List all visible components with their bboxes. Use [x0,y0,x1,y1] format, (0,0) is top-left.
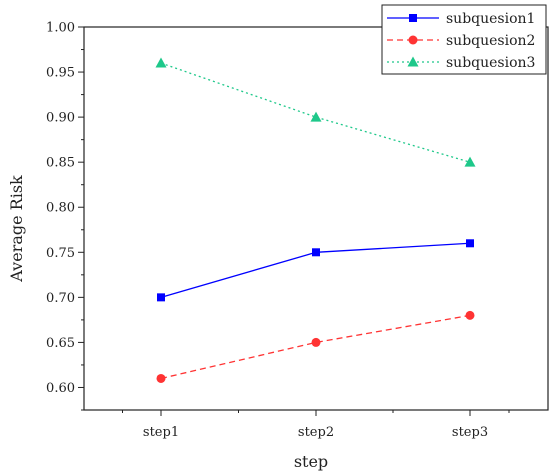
legend-label: subquesion2 [446,33,535,49]
legend-entry: subquesion2 [387,33,535,49]
x-axis: step1 step2 step3 [122,410,510,440]
series-2 [156,310,475,383]
data-point [311,337,321,347]
x-tick-label: step3 [452,425,488,440]
legend-entry: subquesion3 [387,55,535,71]
series-layer [155,57,476,383]
y-tick-label: 0.65 [46,336,75,351]
legend-label: subquesion1 [446,11,535,27]
data-point [157,293,165,302]
data-point [465,310,475,320]
data-point [466,239,474,248]
data-point [156,373,166,383]
x-tick-label: step2 [298,425,334,440]
y-axis: 0.60 0.65 0.70 0.75 0.80 0.85 0.90 0.95 1.00 [46,21,84,411]
legend-marker [409,14,417,22]
legend: subquesion1 subquesion2 subquesion3 [381,4,547,75]
data-point [310,111,322,122]
plot-border [83,26,549,411]
y-tick-label: 0.70 [46,291,75,306]
x-axis-title: step [294,452,328,471]
series-line [160,314,471,380]
legend-label: subquesion3 [446,55,535,71]
legend-entry: subquesion1 [387,11,535,27]
series-3 [155,57,476,167]
y-tick-label: 0.75 [46,246,75,261]
y-tick-label: 0.60 [46,381,75,396]
y-tick-label: 0.85 [46,156,75,171]
y-tick-label: 1.00 [46,21,75,36]
data-point [155,57,167,68]
y-axis-title: Average Risk [7,175,26,283]
series-1 [157,239,474,302]
legend-marker [408,35,418,45]
series-line [160,62,471,163]
data-point [464,156,476,167]
legend-marker [407,56,419,67]
y-tick-label: 0.80 [46,201,75,216]
y-tick-label: 0.90 [46,111,75,126]
plot-frame [83,26,549,411]
x-tick-label: step1 [143,425,179,440]
data-point [312,248,320,257]
y-tick-label: 0.95 [46,66,75,81]
